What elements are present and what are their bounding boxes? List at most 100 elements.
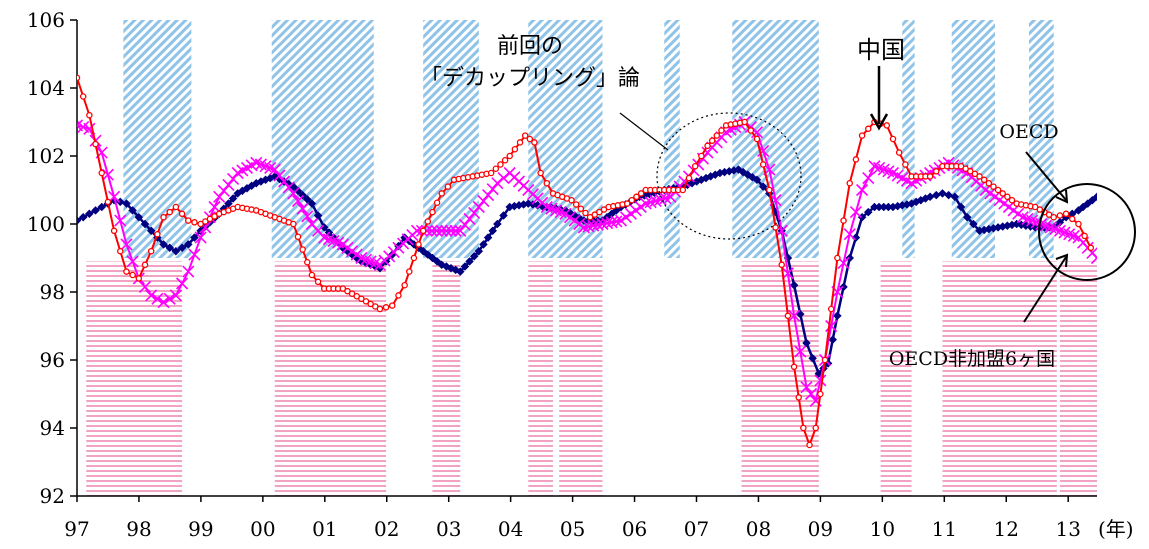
- data-point: [185, 217, 192, 224]
- axes: [76, 20, 1097, 497]
- shade-upper-6: [902, 20, 915, 258]
- china-label: 中国: [857, 36, 905, 64]
- data-point: [135, 275, 143, 282]
- data-point: [159, 240, 168, 249]
- data-point: [568, 196, 575, 204]
- shade-upper-1: [271, 20, 374, 258]
- non-oecd-label: OECD非加盟6ヶ国: [889, 348, 1055, 370]
- data-point: [348, 290, 356, 297]
- data-point: [477, 194, 490, 208]
- data-point: [962, 165, 969, 172]
- data-point: [628, 196, 636, 204]
- data-point: [177, 243, 187, 253]
- shade-upper-4: [664, 20, 680, 258]
- data-point: [429, 208, 436, 216]
- data-point: [117, 247, 124, 255]
- data-point: [802, 338, 811, 348]
- data-point: [713, 132, 721, 139]
- data-point: [140, 219, 150, 229]
- data-point: [759, 161, 767, 168]
- data-point: [856, 183, 869, 197]
- data-point: [418, 246, 428, 256]
- data-point: [985, 179, 993, 187]
- data-point: [840, 217, 847, 224]
- data-point: [91, 206, 100, 215]
- data-point: [293, 186, 303, 196]
- data-point: [591, 211, 598, 218]
- data-point: [138, 280, 152, 293]
- data-point: [1056, 212, 1064, 219]
- x-tick-label: 09: [808, 517, 833, 541]
- data-point: [301, 210, 314, 223]
- data-point: [1055, 217, 1065, 227]
- shaded-periods-upper: [123, 20, 1054, 258]
- data-point: [163, 292, 176, 305]
- data-point: [126, 255, 139, 268]
- data-point: [122, 199, 131, 208]
- data-point: [990, 183, 997, 190]
- data-point: [808, 353, 817, 363]
- data-point: [401, 281, 408, 289]
- data-point: [501, 156, 509, 164]
- data-point: [980, 176, 988, 184]
- data-point: [748, 172, 757, 182]
- data-point: [188, 248, 201, 261]
- data-point: [460, 262, 470, 271]
- data-point: [969, 219, 978, 229]
- data-point: [950, 192, 960, 202]
- data-point: [926, 173, 934, 180]
- x-tick-label: 03: [436, 517, 461, 541]
- data-point: [526, 135, 534, 143]
- data-point: [493, 219, 502, 229]
- data-point: [85, 209, 94, 219]
- data-point: [217, 184, 230, 197]
- y-tick-label: 106: [27, 8, 65, 32]
- data-point: [931, 190, 941, 200]
- data-point: [511, 145, 519, 153]
- data-point: [828, 335, 838, 344]
- recent-highlight-circle: [1038, 183, 1136, 281]
- data-point: [685, 174, 693, 182]
- data-point: [718, 127, 725, 134]
- data-point: [395, 292, 402, 299]
- data-point: [160, 213, 167, 221]
- data-point: [182, 265, 195, 278]
- data-point: [865, 125, 872, 133]
- data-point: [967, 168, 974, 175]
- data-point: [406, 268, 413, 275]
- data-point: [176, 277, 189, 290]
- data-point: [531, 139, 538, 146]
- data-point: [197, 220, 204, 228]
- data-point: [846, 179, 853, 187]
- data-point: [419, 227, 427, 235]
- data-point: [410, 224, 424, 237]
- x-tick-label: 99: [188, 517, 213, 541]
- x-tick-label: 12: [994, 517, 1019, 541]
- data-point: [623, 200, 631, 207]
- data-point: [962, 212, 972, 222]
- data-point: [353, 292, 360, 300]
- data-point: [747, 127, 755, 134]
- data-point: [308, 271, 316, 279]
- data-point: [858, 132, 866, 139]
- data-point: [440, 224, 453, 237]
- data-point: [1008, 196, 1016, 204]
- y-ticks: 92 94 96 98 100 102 104 106: [27, 8, 77, 508]
- oecd-label: OECD: [999, 121, 1058, 143]
- shade-lower-2: [432, 261, 461, 496]
- data-point: [537, 169, 544, 177]
- data-point: [432, 257, 442, 266]
- data-point: [157, 296, 170, 309]
- data-point: [141, 261, 149, 269]
- data-point: [208, 200, 221, 214]
- data-point: [800, 424, 807, 432]
- data-point: [577, 205, 585, 212]
- data-point: [98, 169, 105, 177]
- data-point: [313, 211, 323, 220]
- y-tick-label: 102: [27, 144, 65, 168]
- data-point: [424, 218, 432, 225]
- data-point: [97, 202, 107, 212]
- data-point: [933, 168, 940, 175]
- data-point: [296, 202, 309, 215]
- data-point: [191, 219, 198, 226]
